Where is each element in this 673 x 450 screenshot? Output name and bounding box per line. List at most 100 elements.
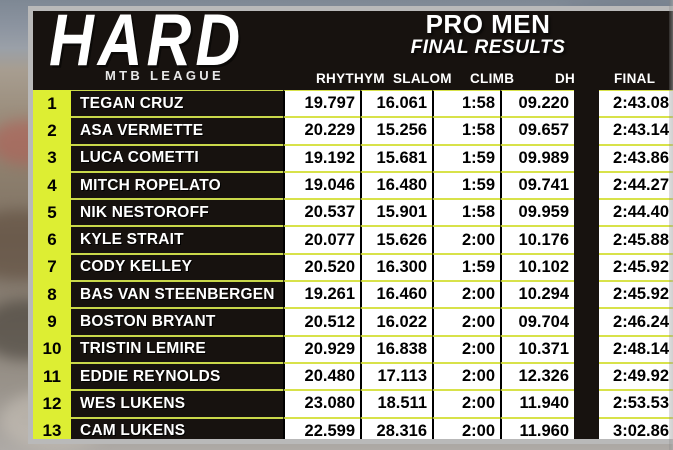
cell-rhythym: 20.229 [283,117,360,145]
cell-final: 2:43.08 [599,90,673,118]
rank-cell: 2 [33,117,71,145]
column-header-slalom: SLALOM [393,71,452,86]
cell-rhythym: 19.797 [283,90,360,118]
cell-slalom: 18.511 [360,390,432,418]
cell-climb: 2:00 [432,226,500,254]
rider-name-cell: CAM LUKENS [71,417,283,439]
cell-slalom: 16.480 [360,171,432,200]
table-row: 10 TRISTIN LEMIRE 20.929 16.838 2:00 10.371 2:… [33,335,673,363]
cell-final: 2:48.14 [599,335,673,363]
cell-slalom: 16.022 [360,308,432,336]
cell-final: 2:44.40 [599,199,673,227]
cell-climb: 2:00 [432,281,500,309]
column-header-dh: DH [555,71,576,86]
cell-climb: 2:00 [432,362,500,391]
rank-cell: 1 [33,90,71,118]
cell-dh: 09.741 [500,171,574,200]
cell-dh: 09.704 [500,308,574,336]
cell-slalom: 15.256 [360,117,432,145]
cell-final: 2:45.88 [599,226,673,254]
cell-slalom: 16.061 [360,90,432,118]
table-row: 9 BOSTON BRYANT 20.512 16.022 2:00 09.704 2:46… [33,308,673,336]
table-row: 13 CAM LUKENS 22.599 28.316 2:00 11.960 3:02.8… [33,417,673,439]
cell-climb: 1:59 [432,253,500,282]
cell-climb: 2:00 [432,417,500,439]
cell-slalom: 28.316 [360,417,432,439]
rank-cell: 4 [33,171,71,200]
column-header-final: FINAL [614,71,656,86]
rider-name-cell: MITCH ROPELATO [71,171,283,200]
results-panel: HARD MTB LEAGUE PRO MEN FINAL RESULTS RH… [33,11,673,439]
cell-final: 2:44.27 [599,171,673,200]
cell-climb: 1:59 [432,171,500,200]
cell-dh: 12.326 [500,362,574,391]
cell-dh: 10.371 [500,335,574,363]
cell-dh: 10.102 [500,253,574,282]
cell-climb: 2:00 [432,390,500,418]
rank-cell: 7 [33,253,71,282]
cell-slalom: 16.838 [360,335,432,363]
table-row: 3 LUCA COMETTI 19.192 15.681 1:59 09.989 2:43.… [33,144,673,172]
cell-climb: 1:58 [432,90,500,118]
cell-rhythym: 20.929 [283,335,360,363]
rank-cell: 8 [33,281,71,309]
rider-name-cell: CODY KELLEY [71,253,283,282]
rank-cell: 5 [33,199,71,227]
cell-rhythym: 19.192 [283,144,360,172]
cell-climb: 1:58 [432,199,500,227]
rank-cell: 13 [33,417,71,439]
cell-dh: 11.960 [500,417,574,439]
cell-rhythym: 19.261 [283,281,360,309]
cell-final: 3:02.86 [599,417,673,439]
category-title: PRO MEN [425,11,551,39]
table-row: 7 CODY KELLEY 20.520 16.300 1:59 10.102 2:45.9… [33,253,673,282]
cell-rhythym: 20.537 [283,199,360,227]
cell-dh: 10.294 [500,281,574,309]
rider-name-cell: BAS VAN STEENBERGEN [71,281,283,309]
rider-name-cell: TRISTIN LEMIRE [71,335,283,363]
table-row: 1 TEGAN CRUZ 19.797 16.061 1:58 09.220 2:43.08 [33,90,673,118]
table-row: 8 BAS VAN STEENBERGEN 19.261 16.460 2:00 10.2… [33,281,673,309]
table-row: 5 NIK NESTOROFF 20.537 15.901 1:58 09.959 2:44… [33,199,673,227]
cell-final: 2:43.86 [599,144,673,172]
rider-name-cell: NIK NESTOROFF [71,199,283,227]
cell-slalom: 16.300 [360,253,432,282]
brand-logo: HARD [49,11,245,82]
table-row: 2 ASA VERMETTE 20.229 15.256 1:58 09.657 2:43.… [33,117,673,145]
table-row: 11 EDDIE REYNOLDS 20.480 17.113 2:00 12.326 2:… [33,362,673,391]
cell-dh: 11.940 [500,390,574,418]
cell-final: 2:53.53 [599,390,673,418]
results-table-body: 1 TEGAN CRUZ 19.797 16.061 1:58 09.220 2:43.08… [33,90,673,439]
rank-cell: 9 [33,308,71,336]
cell-slalom: 15.681 [360,144,432,172]
table-row: 12 WES LUKENS 23.080 18.511 2:00 11.940 2:53.5… [33,390,673,418]
cell-slalom: 17.113 [360,362,432,391]
cell-rhythym: 20.077 [283,226,360,254]
cell-final: 2:45.92 [599,253,673,282]
cell-slalom: 15.626 [360,226,432,254]
cell-rhythym: 20.520 [283,253,360,282]
cell-climb: 1:58 [432,117,500,145]
rank-cell: 11 [33,362,71,391]
cell-dh: 09.220 [500,90,574,118]
rider-name-cell: ASA VERMETTE [71,117,283,145]
cell-climb: 2:00 [432,335,500,363]
cell-rhythym: 22.599 [283,417,360,439]
rank-cell: 12 [33,390,71,418]
rank-cell: 3 [33,144,71,172]
cell-dh: 10.176 [500,226,574,254]
rank-cell: 6 [33,226,71,254]
cell-dh: 09.989 [500,144,574,172]
panel-header: HARD MTB LEAGUE PRO MEN FINAL RESULTS RH… [33,11,673,90]
cell-rhythym: 20.512 [283,308,360,336]
cell-dh: 09.657 [500,117,574,145]
cell-climb: 1:59 [432,144,500,172]
cell-slalom: 15.901 [360,199,432,227]
rider-name-cell: TEGAN CRUZ [71,90,283,118]
cell-rhythym: 19.046 [283,171,360,200]
panel-right-edge [669,0,673,450]
column-header-climb: CLIMB [470,71,515,86]
rider-name-cell: BOSTON BRYANT [71,308,283,336]
cell-final: 2:43.14 [599,117,673,145]
rider-name-cell: WES LUKENS [71,390,283,418]
